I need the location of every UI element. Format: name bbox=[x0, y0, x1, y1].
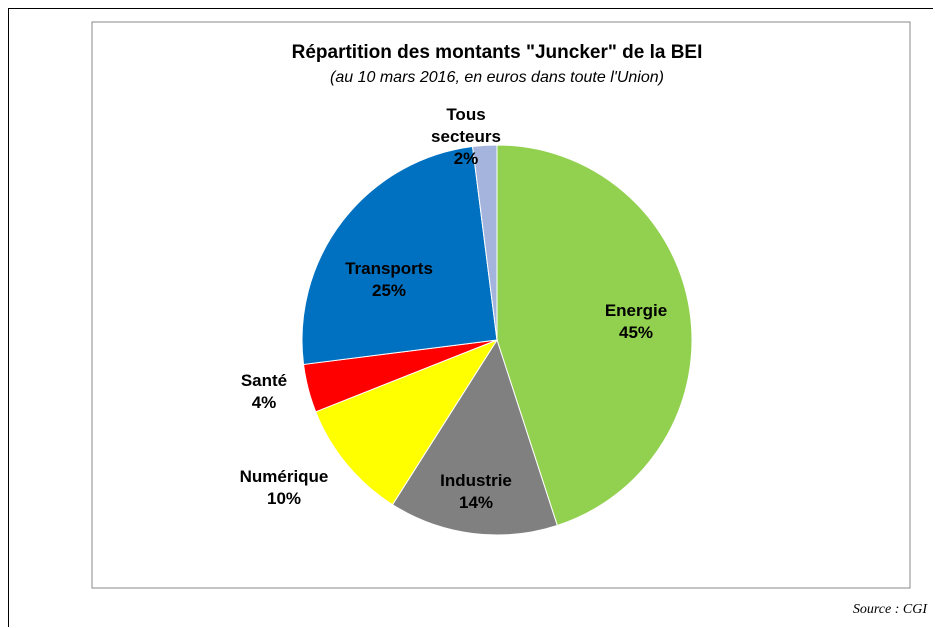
pie-slice bbox=[301, 145, 498, 365]
pie-slice bbox=[315, 338, 499, 506]
value-label: 10% bbox=[266, 489, 302, 508]
chart-subtitle: (au 10 mars 2016, en euros dans toute l'… bbox=[330, 69, 664, 86]
category-label: Tous secteurs bbox=[431, 105, 501, 146]
pie-slice bbox=[496, 144, 693, 527]
pie-slice bbox=[472, 144, 498, 341]
category-label: Industrie bbox=[440, 471, 512, 490]
slice-label: Santé 4% bbox=[224, 370, 304, 414]
value-label: 45% bbox=[618, 323, 654, 342]
value-label: 14% bbox=[458, 493, 494, 512]
value-label: 4% bbox=[251, 393, 277, 412]
value-label: 2% bbox=[453, 149, 479, 168]
source-note: Source : CGI bbox=[852, 602, 927, 617]
category-label: Santé bbox=[240, 371, 288, 390]
slice-label: Industrie 14% bbox=[416, 470, 536, 514]
slice-label: Energie 45% bbox=[576, 300, 696, 344]
category-label: Energie bbox=[604, 301, 668, 320]
chart-title: Répartition des montants "Juncker" de la… bbox=[292, 42, 703, 63]
pie-slice bbox=[391, 338, 558, 536]
slice-label: Transports 25% bbox=[324, 258, 454, 302]
slice-label: Tous secteurs 2% bbox=[426, 104, 506, 170]
value-label: 25% bbox=[371, 281, 407, 300]
category-label: Transports bbox=[345, 259, 433, 278]
category-label: Numérique bbox=[239, 467, 329, 486]
slice-label: Numérique 10% bbox=[219, 466, 349, 510]
outer-frame bbox=[8, 8, 933, 627]
